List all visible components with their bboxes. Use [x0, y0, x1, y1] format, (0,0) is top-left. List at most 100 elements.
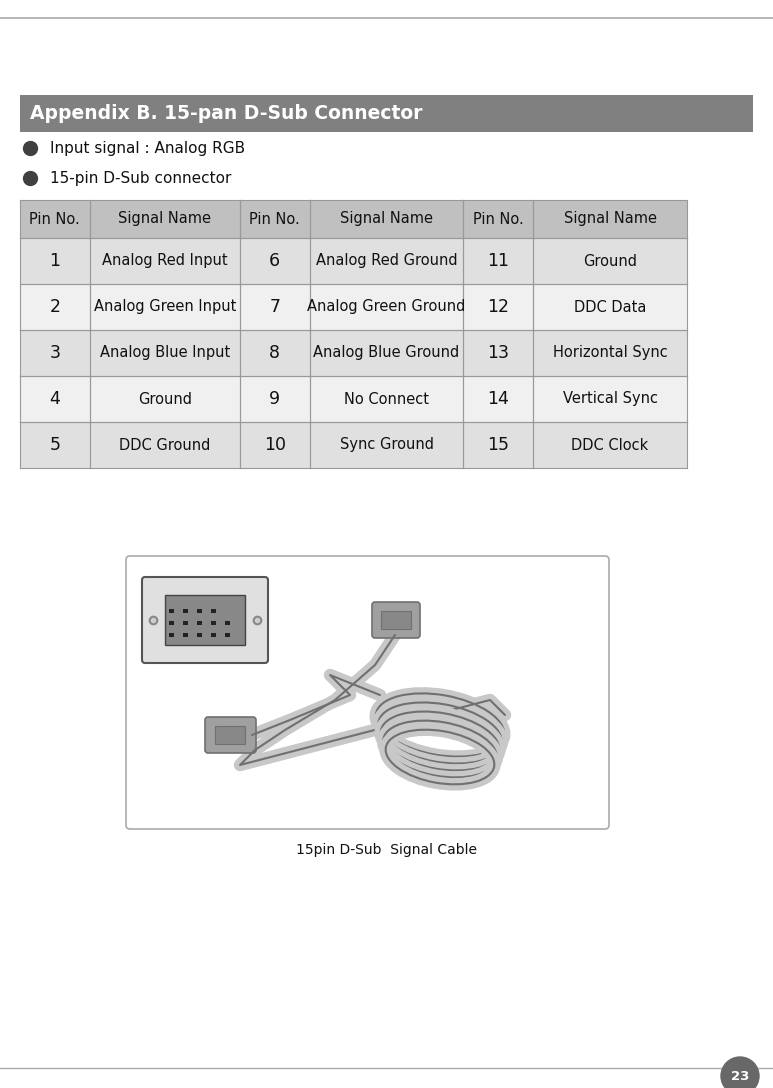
Bar: [309, 330, 464, 376]
Bar: [309, 238, 464, 284]
Text: 3: 3: [49, 344, 60, 362]
Bar: [20, 200, 90, 238]
Text: 6: 6: [269, 252, 281, 270]
Bar: [183, 633, 188, 636]
Text: 23: 23: [730, 1070, 749, 1083]
Text: Pin No.: Pin No.: [250, 211, 300, 226]
Text: Signal Name: Signal Name: [118, 211, 211, 226]
Bar: [309, 422, 464, 468]
Text: 15pin D-Sub  Signal Cable: 15pin D-Sub Signal Cable: [295, 843, 476, 857]
Bar: [225, 633, 230, 636]
Bar: [533, 238, 687, 284]
Text: 12: 12: [487, 298, 509, 316]
Text: Signal Name: Signal Name: [340, 211, 433, 226]
Bar: [464, 330, 533, 376]
Bar: [197, 621, 202, 625]
Bar: [211, 621, 216, 625]
Text: Analog Green Ground: Analog Green Ground: [308, 299, 465, 314]
Bar: [240, 238, 309, 284]
Text: 5: 5: [49, 436, 60, 454]
Bar: [309, 284, 464, 330]
Text: 10: 10: [264, 436, 286, 454]
FancyBboxPatch shape: [372, 602, 420, 638]
Bar: [533, 376, 687, 422]
Circle shape: [721, 1058, 759, 1088]
Text: 4: 4: [49, 390, 60, 408]
Bar: [197, 633, 202, 636]
Text: 9: 9: [269, 390, 281, 408]
Text: 8: 8: [269, 344, 281, 362]
Bar: [20, 238, 90, 284]
Bar: [464, 284, 533, 330]
Bar: [20, 284, 90, 330]
Text: Input signal : Analog RGB: Input signal : Analog RGB: [50, 140, 245, 156]
Text: Ground: Ground: [138, 392, 192, 407]
Bar: [533, 284, 687, 330]
Bar: [169, 633, 174, 636]
Bar: [90, 284, 240, 330]
FancyBboxPatch shape: [205, 717, 256, 753]
Text: 11: 11: [487, 252, 509, 270]
Text: Pin No.: Pin No.: [29, 211, 80, 226]
Bar: [464, 200, 533, 238]
Bar: [20, 422, 90, 468]
Bar: [90, 330, 240, 376]
Bar: [533, 330, 687, 376]
Bar: [533, 200, 687, 238]
Text: Sync Ground: Sync Ground: [339, 437, 434, 453]
Bar: [183, 621, 188, 625]
Bar: [240, 422, 309, 468]
Text: 14: 14: [487, 390, 509, 408]
Bar: [211, 633, 216, 636]
Bar: [90, 200, 240, 238]
Bar: [183, 609, 188, 613]
Bar: [533, 422, 687, 468]
Text: 15: 15: [487, 436, 509, 454]
Bar: [464, 238, 533, 284]
Bar: [381, 611, 411, 629]
Bar: [20, 95, 753, 132]
Text: Pin No.: Pin No.: [473, 211, 523, 226]
Text: Analog Green Input: Analog Green Input: [94, 299, 236, 314]
Text: DDC Data: DDC Data: [574, 299, 646, 314]
Text: 1: 1: [49, 252, 60, 270]
Text: Horizontal Sync: Horizontal Sync: [553, 346, 667, 360]
Bar: [20, 376, 90, 422]
Bar: [20, 330, 90, 376]
Text: Signal Name: Signal Name: [564, 211, 656, 226]
Bar: [240, 330, 309, 376]
Bar: [464, 376, 533, 422]
Text: 2: 2: [49, 298, 60, 316]
Text: Analog Blue Input: Analog Blue Input: [100, 346, 230, 360]
Bar: [169, 609, 174, 613]
Bar: [90, 422, 240, 468]
Bar: [240, 376, 309, 422]
Bar: [165, 595, 245, 645]
Bar: [309, 200, 464, 238]
Bar: [169, 621, 174, 625]
FancyBboxPatch shape: [126, 556, 609, 829]
Text: Vertical Sync: Vertical Sync: [563, 392, 658, 407]
Bar: [225, 621, 230, 625]
Bar: [90, 238, 240, 284]
Text: DDC Ground: DDC Ground: [119, 437, 210, 453]
Bar: [240, 200, 309, 238]
Text: No Connect: No Connect: [344, 392, 429, 407]
Bar: [90, 376, 240, 422]
Bar: [197, 609, 202, 613]
Text: Analog Blue Ground: Analog Blue Ground: [313, 346, 460, 360]
Bar: [309, 376, 464, 422]
Text: DDC Clock: DDC Clock: [571, 437, 649, 453]
Text: 13: 13: [487, 344, 509, 362]
Text: Appendix B. 15-pan D-Sub Connector: Appendix B. 15-pan D-Sub Connector: [30, 104, 423, 123]
Text: 7: 7: [269, 298, 281, 316]
Bar: [211, 609, 216, 613]
FancyBboxPatch shape: [142, 577, 268, 663]
Text: Analog Red Ground: Analog Red Ground: [315, 254, 458, 269]
Text: Ground: Ground: [583, 254, 637, 269]
Text: 15-pin D-Sub connector: 15-pin D-Sub connector: [50, 171, 231, 185]
Bar: [240, 284, 309, 330]
Bar: [464, 422, 533, 468]
Text: Analog Red Input: Analog Red Input: [102, 254, 227, 269]
Bar: [215, 726, 245, 744]
